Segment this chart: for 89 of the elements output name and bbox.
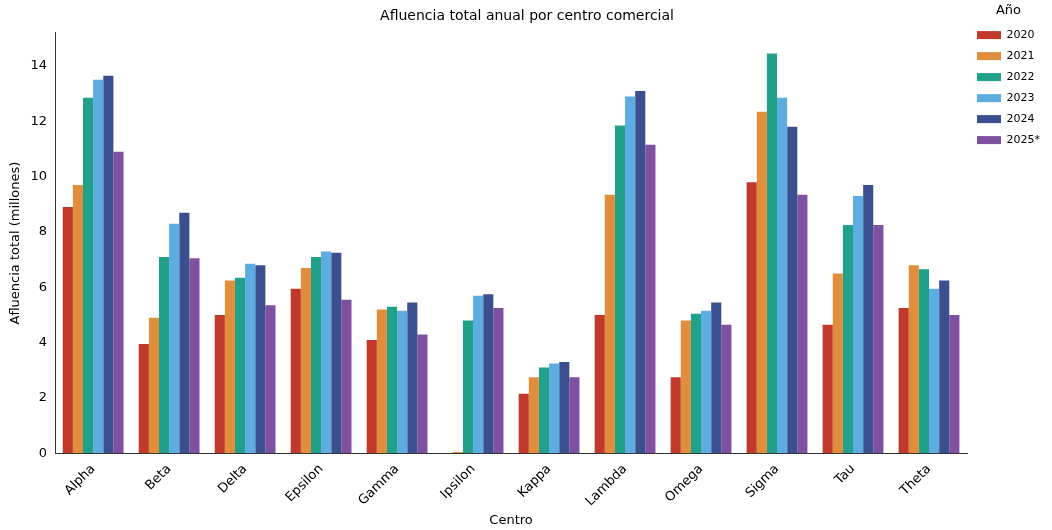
legend-label: 2023: [1006, 90, 1035, 104]
bar: [290, 288, 301, 454]
bar: [148, 317, 159, 454]
bar: [473, 295, 484, 454]
x-tick-label: Tau: [830, 460, 858, 488]
y-tick-label: 0: [38, 444, 48, 460]
bar: [407, 302, 418, 454]
y-tick-label: 8: [38, 223, 48, 239]
bar: [255, 265, 266, 454]
bar: [483, 294, 494, 454]
y-tick-label: 12: [30, 112, 48, 128]
bar: [898, 308, 909, 454]
bar: [863, 184, 874, 454]
bar: [569, 377, 580, 454]
bar: [300, 267, 311, 454]
bar: [680, 320, 691, 454]
bar: [766, 53, 778, 454]
bar: [83, 97, 94, 454]
legend-label: 2020: [1006, 27, 1035, 41]
bar: [234, 277, 246, 454]
bar: [670, 377, 681, 454]
bar: [158, 256, 170, 454]
bar: [103, 75, 114, 454]
chart-title: Afluencia total anual por centro comercial: [380, 7, 674, 24]
bar: [746, 182, 757, 454]
bar: [72, 184, 83, 454]
bar: [224, 280, 235, 454]
legend-label: 2022: [1006, 69, 1035, 83]
bar: [625, 96, 636, 454]
bar: [822, 324, 833, 454]
bar: [832, 273, 843, 454]
y-tick-label: 6: [38, 278, 48, 294]
bar: [518, 393, 529, 454]
bar: [949, 315, 960, 454]
legend-label: 2025*: [1006, 132, 1041, 146]
bar: [635, 90, 646, 454]
bar: [787, 126, 798, 454]
bar: [842, 225, 854, 454]
bar: [62, 207, 73, 454]
bar: [138, 344, 149, 454]
bar: [614, 125, 626, 454]
bar: [756, 111, 767, 454]
bar: [341, 299, 352, 454]
y-tick-label: 2: [38, 389, 48, 405]
y-axis-title: Afluencia total (millones): [7, 161, 23, 325]
bar: [929, 288, 940, 454]
x-axis-title: Centro: [489, 511, 533, 527]
bar: [549, 363, 560, 454]
bar: [376, 309, 387, 454]
bar: [690, 313, 702, 454]
bar: [528, 377, 539, 454]
bar: [721, 324, 732, 454]
legend-label: 2021: [1006, 48, 1035, 62]
bar: [265, 305, 276, 454]
bar: [711, 302, 722, 454]
bar: [179, 212, 190, 454]
bar: [594, 315, 605, 454]
bar: [538, 367, 550, 454]
bar: [169, 223, 180, 454]
bar: [645, 144, 656, 454]
bar: [417, 334, 428, 454]
bar: [113, 151, 124, 454]
legend-label: 2024: [1006, 111, 1035, 125]
bar: [331, 252, 342, 454]
bar: [462, 320, 474, 454]
bar: [797, 194, 808, 454]
bar: [908, 265, 919, 454]
bar: [918, 269, 930, 454]
bar: [604, 194, 615, 454]
bar: [189, 258, 200, 454]
bar: [93, 79, 104, 454]
bar: [397, 310, 408, 454]
legend-title: Año: [995, 1, 1022, 17]
bar: [559, 362, 570, 454]
bar: [853, 196, 864, 454]
bar: [245, 263, 256, 454]
bar: [493, 308, 504, 454]
y-tick-label: 10: [30, 168, 48, 184]
bar: [701, 310, 712, 454]
y-tick-label: 4: [38, 334, 48, 350]
bar: [873, 225, 884, 454]
bar: [939, 280, 950, 454]
y-tick-label: 14: [30, 57, 48, 73]
bar: [386, 306, 398, 454]
bar: [310, 256, 322, 454]
bar: [777, 97, 788, 454]
bar: [321, 251, 332, 454]
bar: [214, 315, 225, 454]
bar: [366, 339, 377, 454]
